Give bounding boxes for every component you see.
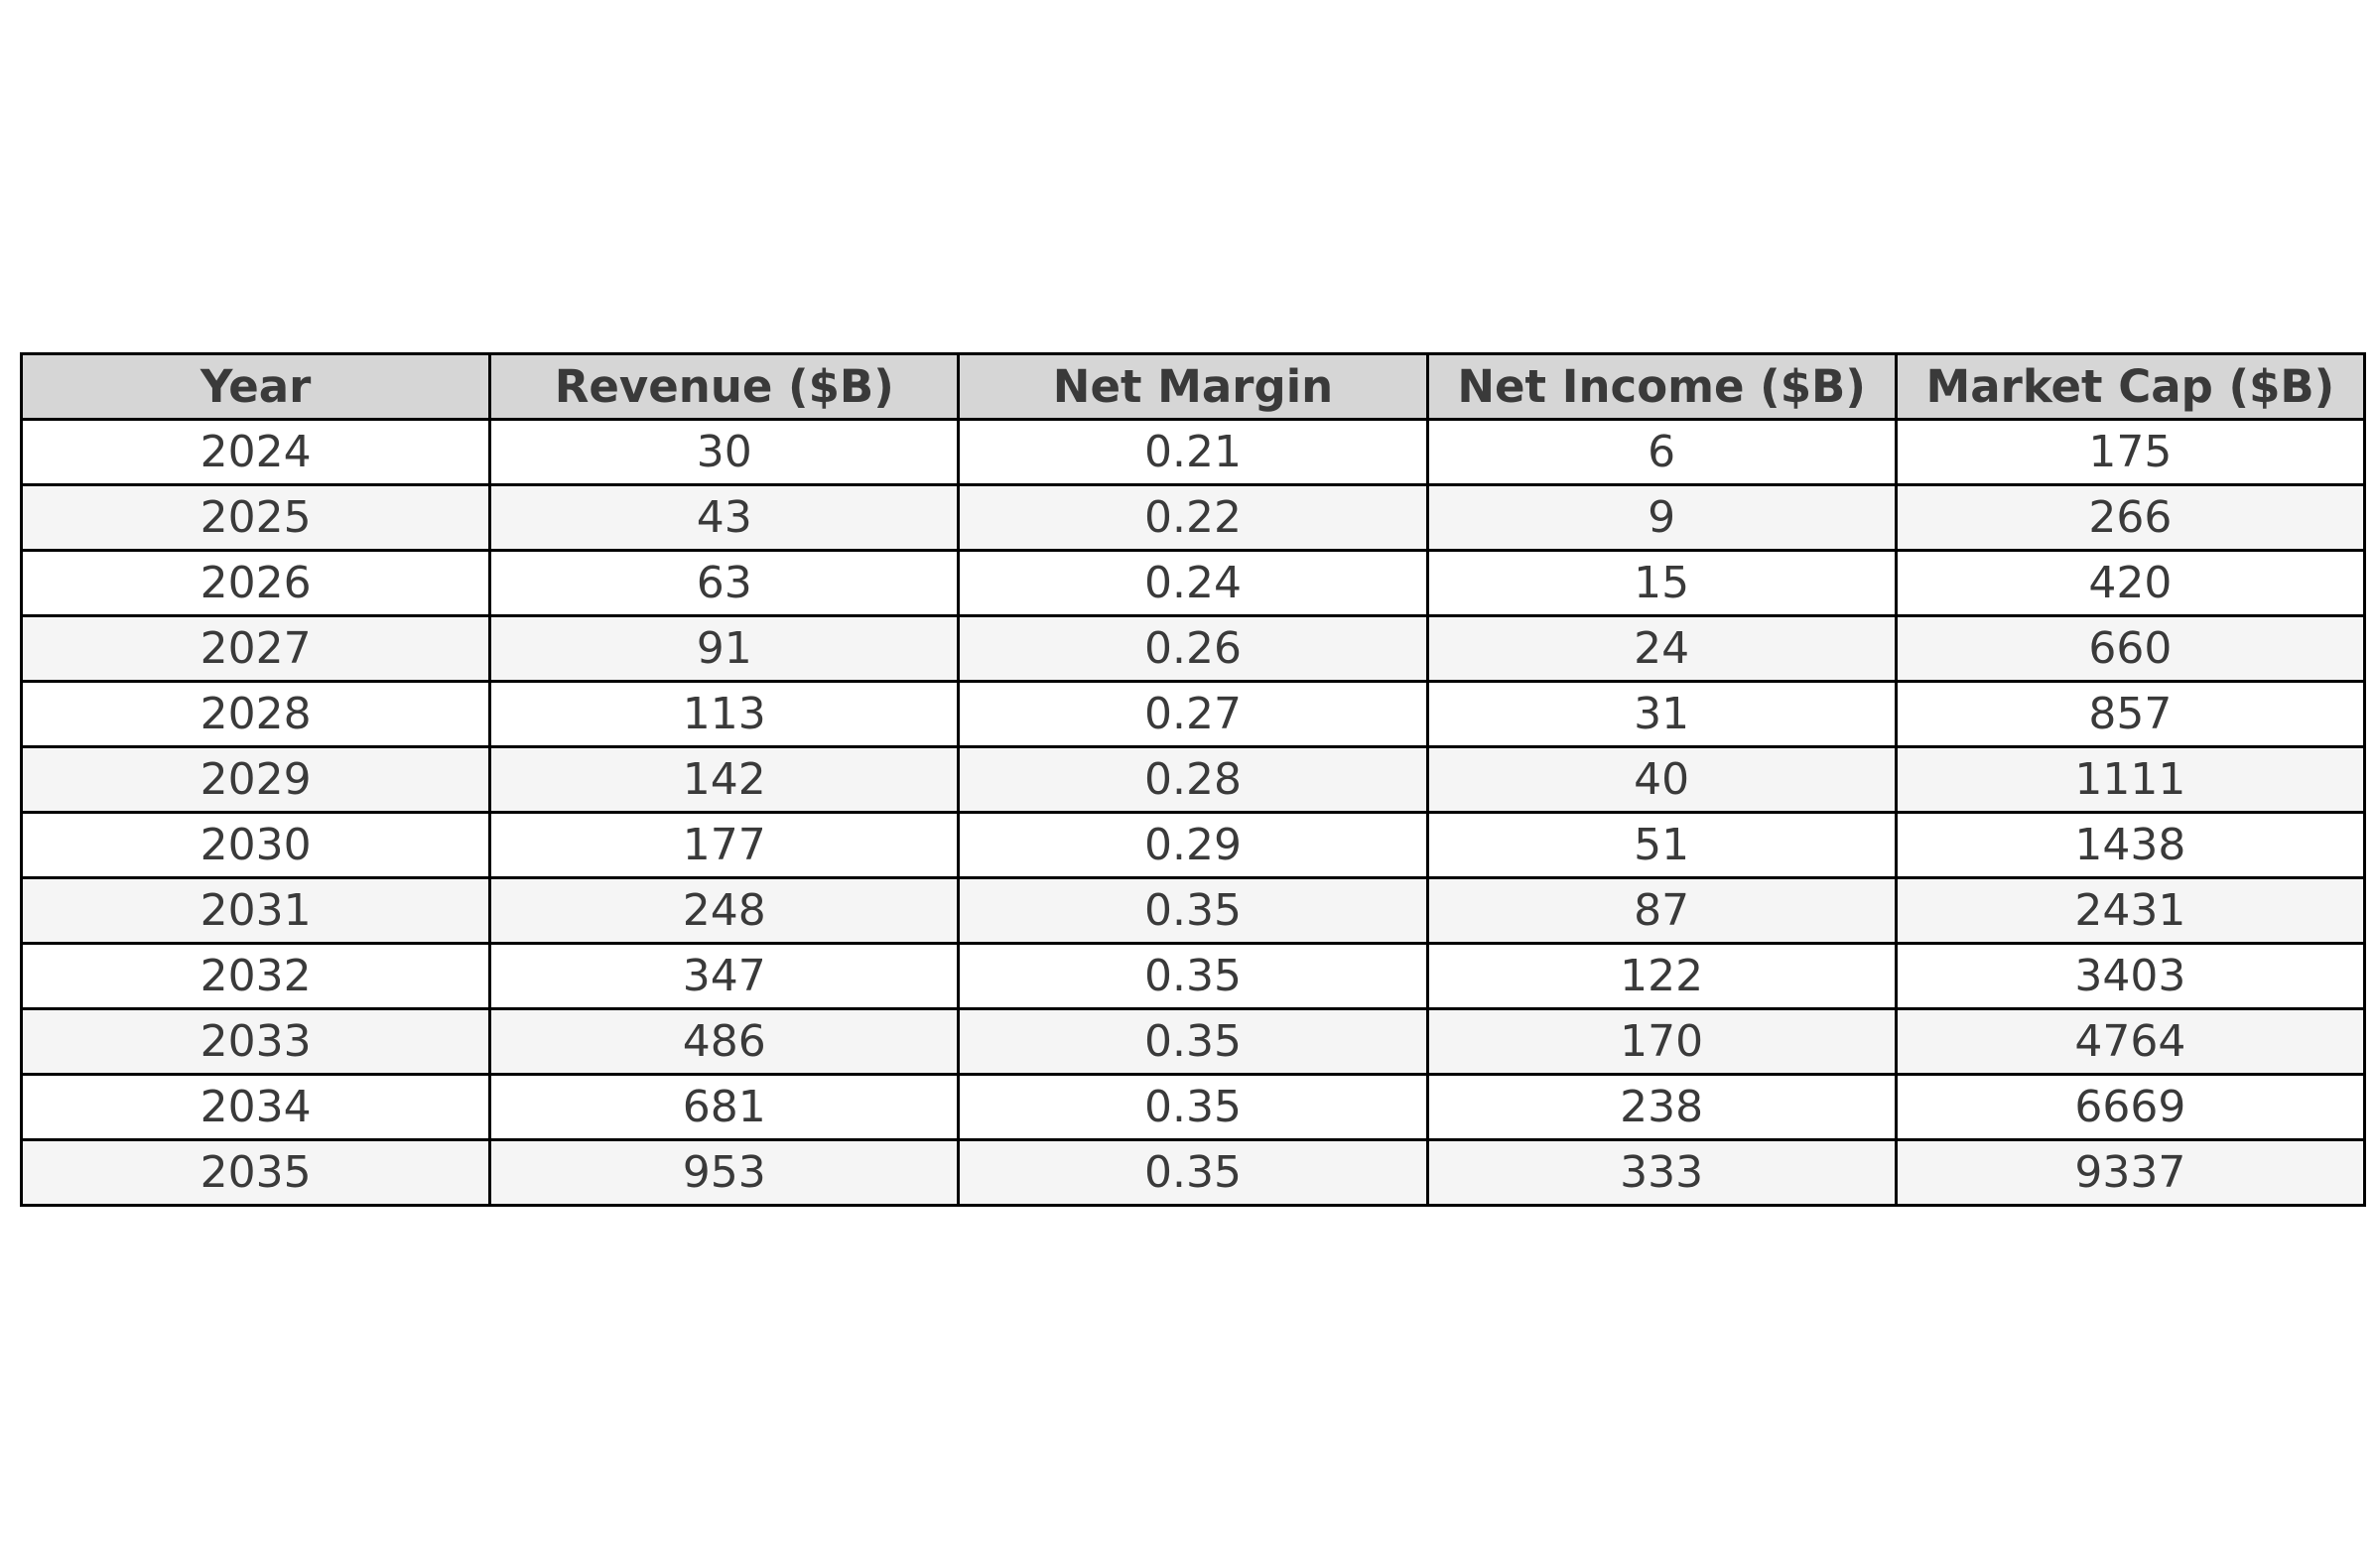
table-header: Year Revenue ($B) Net Margin Net Income ($B…: [19, 352, 2367, 421]
table-cell: 1111: [1894, 745, 2367, 814]
table-row: 2032 347 0.35 122 3403: [19, 942, 2367, 1010]
table-cell: 113: [488, 680, 961, 748]
table-cell: 0.29: [957, 811, 1429, 879]
table-row: 2034 681 0.35 238 6669: [19, 1073, 2367, 1141]
table-row: 2029 142 0.28 40 1111: [19, 745, 2367, 814]
table-cell: 170: [1425, 1007, 1898, 1076]
table-cell: 2030: [19, 811, 492, 879]
table-cell: 347: [488, 942, 961, 1010]
table-cell: 0.35: [957, 1138, 1429, 1207]
table-cell: 486: [488, 1007, 961, 1076]
table-cell: 2032: [19, 942, 492, 1010]
table-cell: 4764: [1894, 1007, 2367, 1076]
table-cell: 660: [1894, 614, 2367, 683]
table-cell: 9337: [1894, 1138, 2367, 1207]
column-header-3: Net Income ($B): [1425, 352, 1898, 421]
table-cell: 238: [1425, 1073, 1898, 1141]
table-cell: 2028: [19, 680, 492, 748]
column-header-0: Year: [19, 352, 492, 421]
table-cell: 2025: [19, 483, 492, 552]
table-row: 2027 91 0.26 24 660: [19, 614, 2367, 683]
table-cell: 2029: [19, 745, 492, 814]
table-cell: 2026: [19, 549, 492, 617]
table-cell: 9: [1425, 483, 1898, 552]
table-row: 2031 248 0.35 87 2431: [19, 876, 2367, 945]
table-row: 2035 953 0.35 333 9337: [19, 1138, 2367, 1207]
table-cell: 30: [488, 418, 961, 486]
table-body: 2024 30 0.21 6 175 2025 43 0.22 9 266 2026 63 0.24 15…: [19, 418, 2367, 1207]
table-cell: 0.35: [957, 876, 1429, 945]
table-cell: 681: [488, 1073, 961, 1141]
table-cell: 43: [488, 483, 961, 552]
table-cell: 2024: [19, 418, 492, 486]
table-row: 2028 113 0.27 31 857: [19, 680, 2367, 748]
table-cell: 24: [1425, 614, 1898, 683]
table-cell: 142: [488, 745, 961, 814]
table-cell: 2431: [1894, 876, 2367, 945]
table-row: 2025 43 0.22 9 266: [19, 483, 2367, 552]
table-cell: 51: [1425, 811, 1898, 879]
table-cell: 2031: [19, 876, 492, 945]
table-header-row: Year Revenue ($B) Net Margin Net Income ($B…: [19, 352, 2367, 421]
table-cell: 1438: [1894, 811, 2367, 879]
table-cell: 122: [1425, 942, 1898, 1010]
table-row: 2033 486 0.35 170 4764: [19, 1007, 2367, 1076]
table-row: 2026 63 0.24 15 420: [19, 549, 2367, 617]
table-cell: 177: [488, 811, 961, 879]
table-cell: 0.21: [957, 418, 1429, 486]
table-cell: 6669: [1894, 1073, 2367, 1141]
table-cell: 31: [1425, 680, 1898, 748]
table-cell: 0.35: [957, 1073, 1429, 1141]
table-cell: 2035: [19, 1138, 492, 1207]
table-cell: 953: [488, 1138, 961, 1207]
table-cell: 2033: [19, 1007, 492, 1076]
table-cell: 0.35: [957, 1007, 1429, 1076]
table-cell: 0.22: [957, 483, 1429, 552]
column-header-1: Revenue ($B): [488, 352, 961, 421]
column-header-4: Market Cap ($B): [1894, 352, 2367, 421]
table-cell: 857: [1894, 680, 2367, 748]
table-cell: 0.35: [957, 942, 1429, 1010]
table-cell: 175: [1894, 418, 2367, 486]
table-cell: 3403: [1894, 942, 2367, 1010]
table-cell: 0.27: [957, 680, 1429, 748]
table-cell: 420: [1894, 549, 2367, 617]
table-cell: 40: [1425, 745, 1898, 814]
table-cell: 0.26: [957, 614, 1429, 683]
table-cell: 2027: [19, 614, 492, 683]
table-row: 2030 177 0.29 51 1438: [19, 811, 2367, 879]
financial-projection-table: Year Revenue ($B) Net Margin Net Income ($B…: [19, 352, 2367, 1207]
table-cell: 248: [488, 876, 961, 945]
table-cell: 87: [1425, 876, 1898, 945]
table-cell: 2034: [19, 1073, 492, 1141]
table-row: 2024 30 0.21 6 175: [19, 418, 2367, 486]
table-cell: 6: [1425, 418, 1898, 486]
table-cell: 333: [1425, 1138, 1898, 1207]
table-cell: 0.28: [957, 745, 1429, 814]
table-cell: 0.24: [957, 549, 1429, 617]
table-cell: 15: [1425, 549, 1898, 617]
table-cell: 91: [488, 614, 961, 683]
table-cell: 63: [488, 549, 961, 617]
column-header-2: Net Margin: [957, 352, 1429, 421]
table-cell: 266: [1894, 483, 2367, 552]
